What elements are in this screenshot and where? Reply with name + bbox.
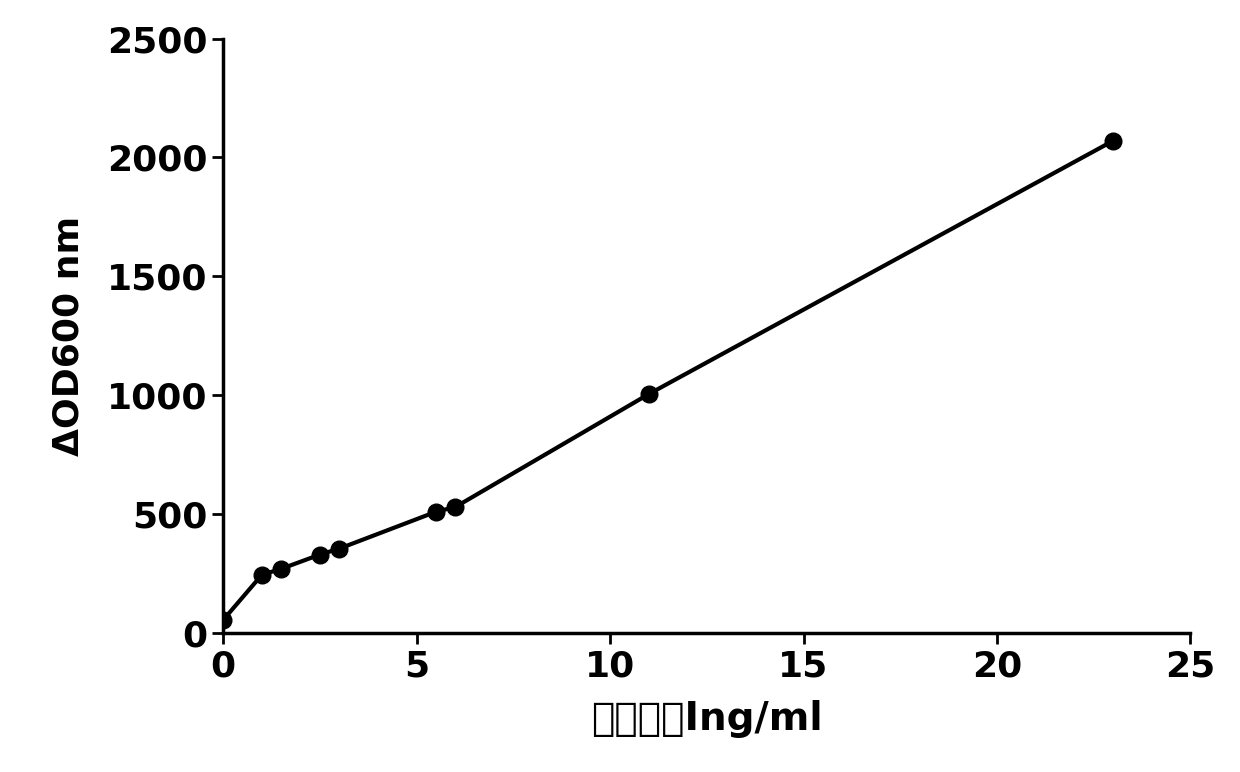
X-axis label: 肌钒蛋白Ing/ml: 肌钒蛋白Ing/ml [591,699,822,738]
Y-axis label: ΔOD600 nm: ΔOD600 nm [52,215,86,456]
